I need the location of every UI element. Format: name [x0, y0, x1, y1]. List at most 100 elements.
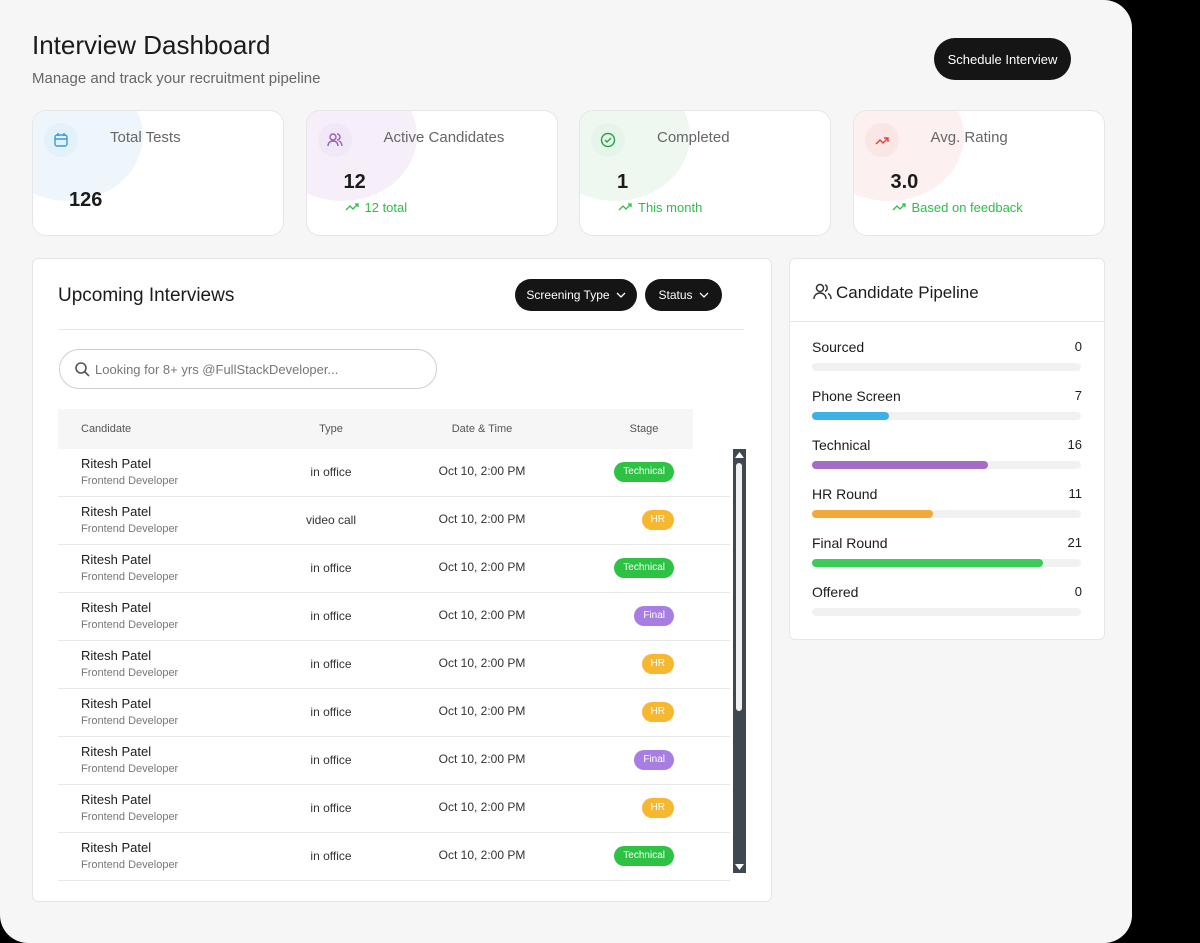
row-divider — [58, 736, 730, 737]
stat-value: 1 — [617, 171, 629, 193]
stage-count: 11 — [1068, 486, 1083, 501]
interview-date: Oct 10, 2:00 PM — [438, 704, 526, 718]
interview-date: Oct 10, 2:00 PM — [438, 752, 526, 766]
schedule-button[interactable]: Schedule Interview — [934, 38, 1071, 80]
interview-date: Oct 10, 2:00 PM — [438, 800, 526, 814]
stage-badge: Final — [634, 606, 674, 626]
interview-type: in office — [310, 849, 352, 863]
stage-count: 7 — [1074, 388, 1082, 403]
column-header: Stage — [629, 423, 659, 435]
stat-label: Completed — [657, 129, 730, 146]
candidate-role: Frontend Developer — [81, 859, 179, 871]
search-icon — [75, 362, 90, 377]
interview-date: Oct 10, 2:00 PM — [438, 848, 526, 862]
table-header — [58, 409, 693, 449]
stage-badge: HR — [641, 510, 674, 530]
stage-count: 16 — [1067, 437, 1082, 452]
stage-name: Offered — [812, 584, 859, 600]
search-box[interactable]: Looking for 8+ yrs @FullStackDeveloper..… — [59, 349, 437, 389]
row-divider — [58, 496, 730, 497]
page-subtitle: Manage and track your recruitment pipeli… — [32, 70, 321, 87]
progress-track — [812, 608, 1081, 616]
interview-type: in office — [310, 561, 352, 575]
candidate-name: Ritesh Patel — [81, 744, 152, 759]
progress-bar — [812, 412, 890, 420]
candidate-role: Frontend Developer — [81, 811, 179, 823]
candidate-name: Ritesh Patel — [81, 456, 152, 471]
stage-badge: HR — [641, 798, 674, 818]
column-header: Type — [319, 423, 343, 435]
candidate-name: Ritesh Patel — [81, 792, 152, 807]
stage-badge: Technical — [614, 462, 674, 482]
row-divider — [58, 544, 730, 545]
card-glow — [580, 111, 690, 201]
stat-note: Based on feedback — [892, 200, 1023, 215]
dashboard: Interview Dashboard Manage and track you… — [0, 0, 1132, 943]
progress-bar — [812, 559, 1044, 567]
column-header: Candidate — [81, 423, 132, 435]
column-header: Date & Time — [451, 423, 513, 435]
stat-label: Avg. Rating — [930, 129, 1008, 146]
stat-icon — [317, 123, 352, 157]
interview-date: Oct 10, 2:00 PM — [438, 512, 526, 526]
candidate-name: Ritesh Patel — [81, 696, 152, 711]
interview-type: video call — [305, 513, 357, 527]
candidate-name: Ritesh Patel — [81, 552, 152, 567]
progress-bar — [812, 461, 989, 469]
stat-card: Completed 1 This month — [579, 110, 831, 236]
interview-type: in office — [310, 705, 352, 719]
stat-icon — [591, 123, 625, 157]
panel-title: Upcoming Interviews — [58, 285, 235, 306]
interview-type: in office — [310, 657, 352, 671]
note-text: Based on feedback — [911, 200, 1023, 215]
interview-type: in office — [310, 801, 352, 815]
interview-type: in office — [310, 753, 352, 767]
stage-name: HR Round — [812, 486, 878, 502]
row-divider — [58, 832, 730, 833]
interview-date: Oct 10, 2:00 PM — [438, 464, 526, 478]
stage-count: 21 — [1067, 535, 1082, 550]
page-title: Interview Dashboard — [32, 30, 271, 60]
stage-badge: Technical — [614, 558, 674, 578]
stat-note: This month — [618, 200, 702, 215]
divider — [58, 329, 744, 330]
stage-count: 0 — [1074, 339, 1082, 354]
scrollbar[interactable] — [733, 449, 746, 873]
users-icon — [813, 283, 832, 300]
row-divider — [58, 640, 730, 641]
stat-icon — [44, 123, 78, 157]
interviews-panel: Upcoming Interviews Looking for 8+ yrs @… — [32, 258, 772, 902]
stage-name: Technical — [812, 437, 871, 453]
stage-name: Final Round — [812, 535, 888, 551]
stat-card: Avg. Rating 3.0 Based on feedback — [852, 110, 1105, 236]
note-text: 12 total — [364, 200, 408, 215]
candidate-name: Ritesh Patel — [81, 504, 152, 519]
filter-label: Screening Type — [526, 288, 610, 302]
stage-name: Phone Screen — [812, 388, 901, 404]
progress-track — [812, 510, 1081, 518]
search-placeholder: Looking for 8+ yrs @FullStackDeveloper..… — [95, 362, 339, 377]
progress-bar — [812, 510, 934, 518]
filter-button[interactable]: Screening Type — [515, 279, 637, 311]
interview-type: in office — [310, 609, 352, 623]
stat-card: Active Candidates 12 12 total — [305, 110, 558, 236]
candidate-role: Frontend Developer — [81, 523, 179, 535]
candidate-role: Frontend Developer — [81, 763, 179, 775]
stat-label: Active Candidates — [383, 129, 505, 146]
filter-button[interactable]: Status — [645, 279, 722, 311]
note-text: This month — [638, 200, 703, 215]
candidate-role: Frontend Developer — [81, 571, 179, 583]
stat-value: 12 — [343, 171, 366, 193]
stage-badge: Technical — [614, 846, 674, 866]
filter-label: Status — [658, 288, 693, 302]
row-divider — [58, 880, 730, 881]
candidate-name: Ritesh Patel — [81, 600, 152, 615]
divider — [790, 321, 1104, 322]
candidate-name: Ritesh Patel — [81, 840, 152, 855]
progress-track — [812, 363, 1081, 371]
interview-date: Oct 10, 2:00 PM — [438, 560, 526, 574]
panel-title: Candidate Pipeline — [836, 283, 979, 302]
stat-value: 3.0 — [890, 171, 919, 193]
pipeline-panel: Candidate Pipeline Sourced 0 Phone Screen 7… — [789, 258, 1105, 640]
